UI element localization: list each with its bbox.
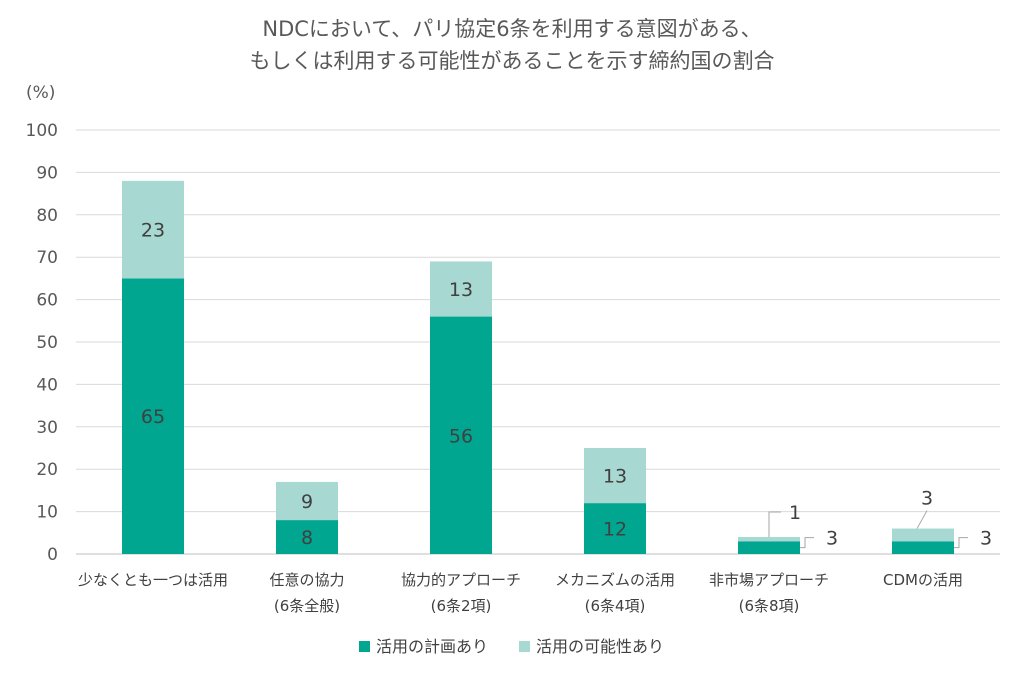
- data-label: 23: [141, 220, 165, 242]
- bar-segment: [122, 278, 184, 554]
- x-category-label: 非市場アプローチ: [709, 571, 829, 589]
- x-category-label: (6条8項): [739, 597, 800, 615]
- x-category-label: (6条2項): [431, 597, 492, 615]
- legend-label: 活用の可能性あり: [536, 637, 664, 656]
- y-axis-unit-label: (%): [26, 83, 55, 103]
- bar-segment: [584, 503, 646, 554]
- data-label: 12: [603, 519, 627, 541]
- data-label: 3: [980, 528, 992, 550]
- data-label: 13: [603, 466, 627, 488]
- x-category-label: CDMの活用: [883, 571, 963, 589]
- data-label-leader: [768, 511, 781, 538]
- y-tick-label: 80: [36, 206, 58, 226]
- x-category-label: (6条4項): [585, 597, 646, 615]
- y-tick-label: 30: [36, 418, 58, 438]
- y-tick-label: 20: [36, 460, 58, 480]
- bar-segment: [430, 316, 492, 554]
- y-tick-label: 90: [36, 163, 58, 183]
- chart-title-line-1: NDCにおいて、パリ協定6条を利用する意図がある、: [262, 17, 761, 41]
- x-category-label: 任意の協力: [269, 571, 344, 589]
- bar-segment: [738, 537, 800, 542]
- data-label-leader: [800, 537, 814, 549]
- data-label-leader: [954, 537, 968, 549]
- chart-title-line-2: もしくは利用する可能性があることを示す締約国の割合: [250, 49, 775, 73]
- data-label: 8: [301, 527, 313, 549]
- legend-swatch: [519, 641, 530, 652]
- data-label: 56: [449, 425, 473, 447]
- data-label-leader: [916, 510, 928, 529]
- bar-segment: [584, 448, 646, 504]
- y-tick-label: 100: [26, 121, 58, 141]
- x-category-label: メカニズムの活用: [555, 571, 675, 589]
- bar-segment: [738, 541, 800, 554]
- data-label: 1: [789, 502, 801, 524]
- y-tick-label: 60: [36, 291, 58, 311]
- x-category-label: 協力的アプローチ: [401, 571, 521, 589]
- bar-segment: [122, 180, 184, 279]
- x-category-label: 少なくとも一つは活用: [78, 571, 228, 589]
- legend-label: 活用の計画あり: [376, 637, 488, 656]
- y-tick-label: 10: [36, 503, 58, 523]
- y-tick-label: 70: [36, 248, 58, 268]
- bar-segment: [276, 481, 338, 521]
- legend-swatch: [359, 641, 370, 652]
- data-label: 3: [826, 528, 838, 550]
- y-tick-label: 0: [47, 545, 58, 565]
- x-category-label: (6条全般): [274, 597, 340, 615]
- y-tick-label: 50: [36, 333, 58, 353]
- data-label: 65: [141, 406, 165, 428]
- bar-segment: [276, 520, 338, 554]
- data-label: 3: [921, 488, 933, 510]
- legend: 活用の計画あり 活用の可能性あり: [359, 637, 664, 656]
- data-label: 13: [449, 279, 473, 301]
- plot-area: 0 10 20 30 40 50 60 70 80 90 100 65 23 少なくとも一つは活用 8 9 任意…: [26, 121, 1000, 615]
- y-tick-label: 40: [36, 375, 58, 395]
- bar-segment: [430, 261, 492, 317]
- bar-segment: [892, 541, 954, 554]
- data-label: 9: [301, 491, 313, 513]
- bar-segment: [892, 528, 954, 542]
